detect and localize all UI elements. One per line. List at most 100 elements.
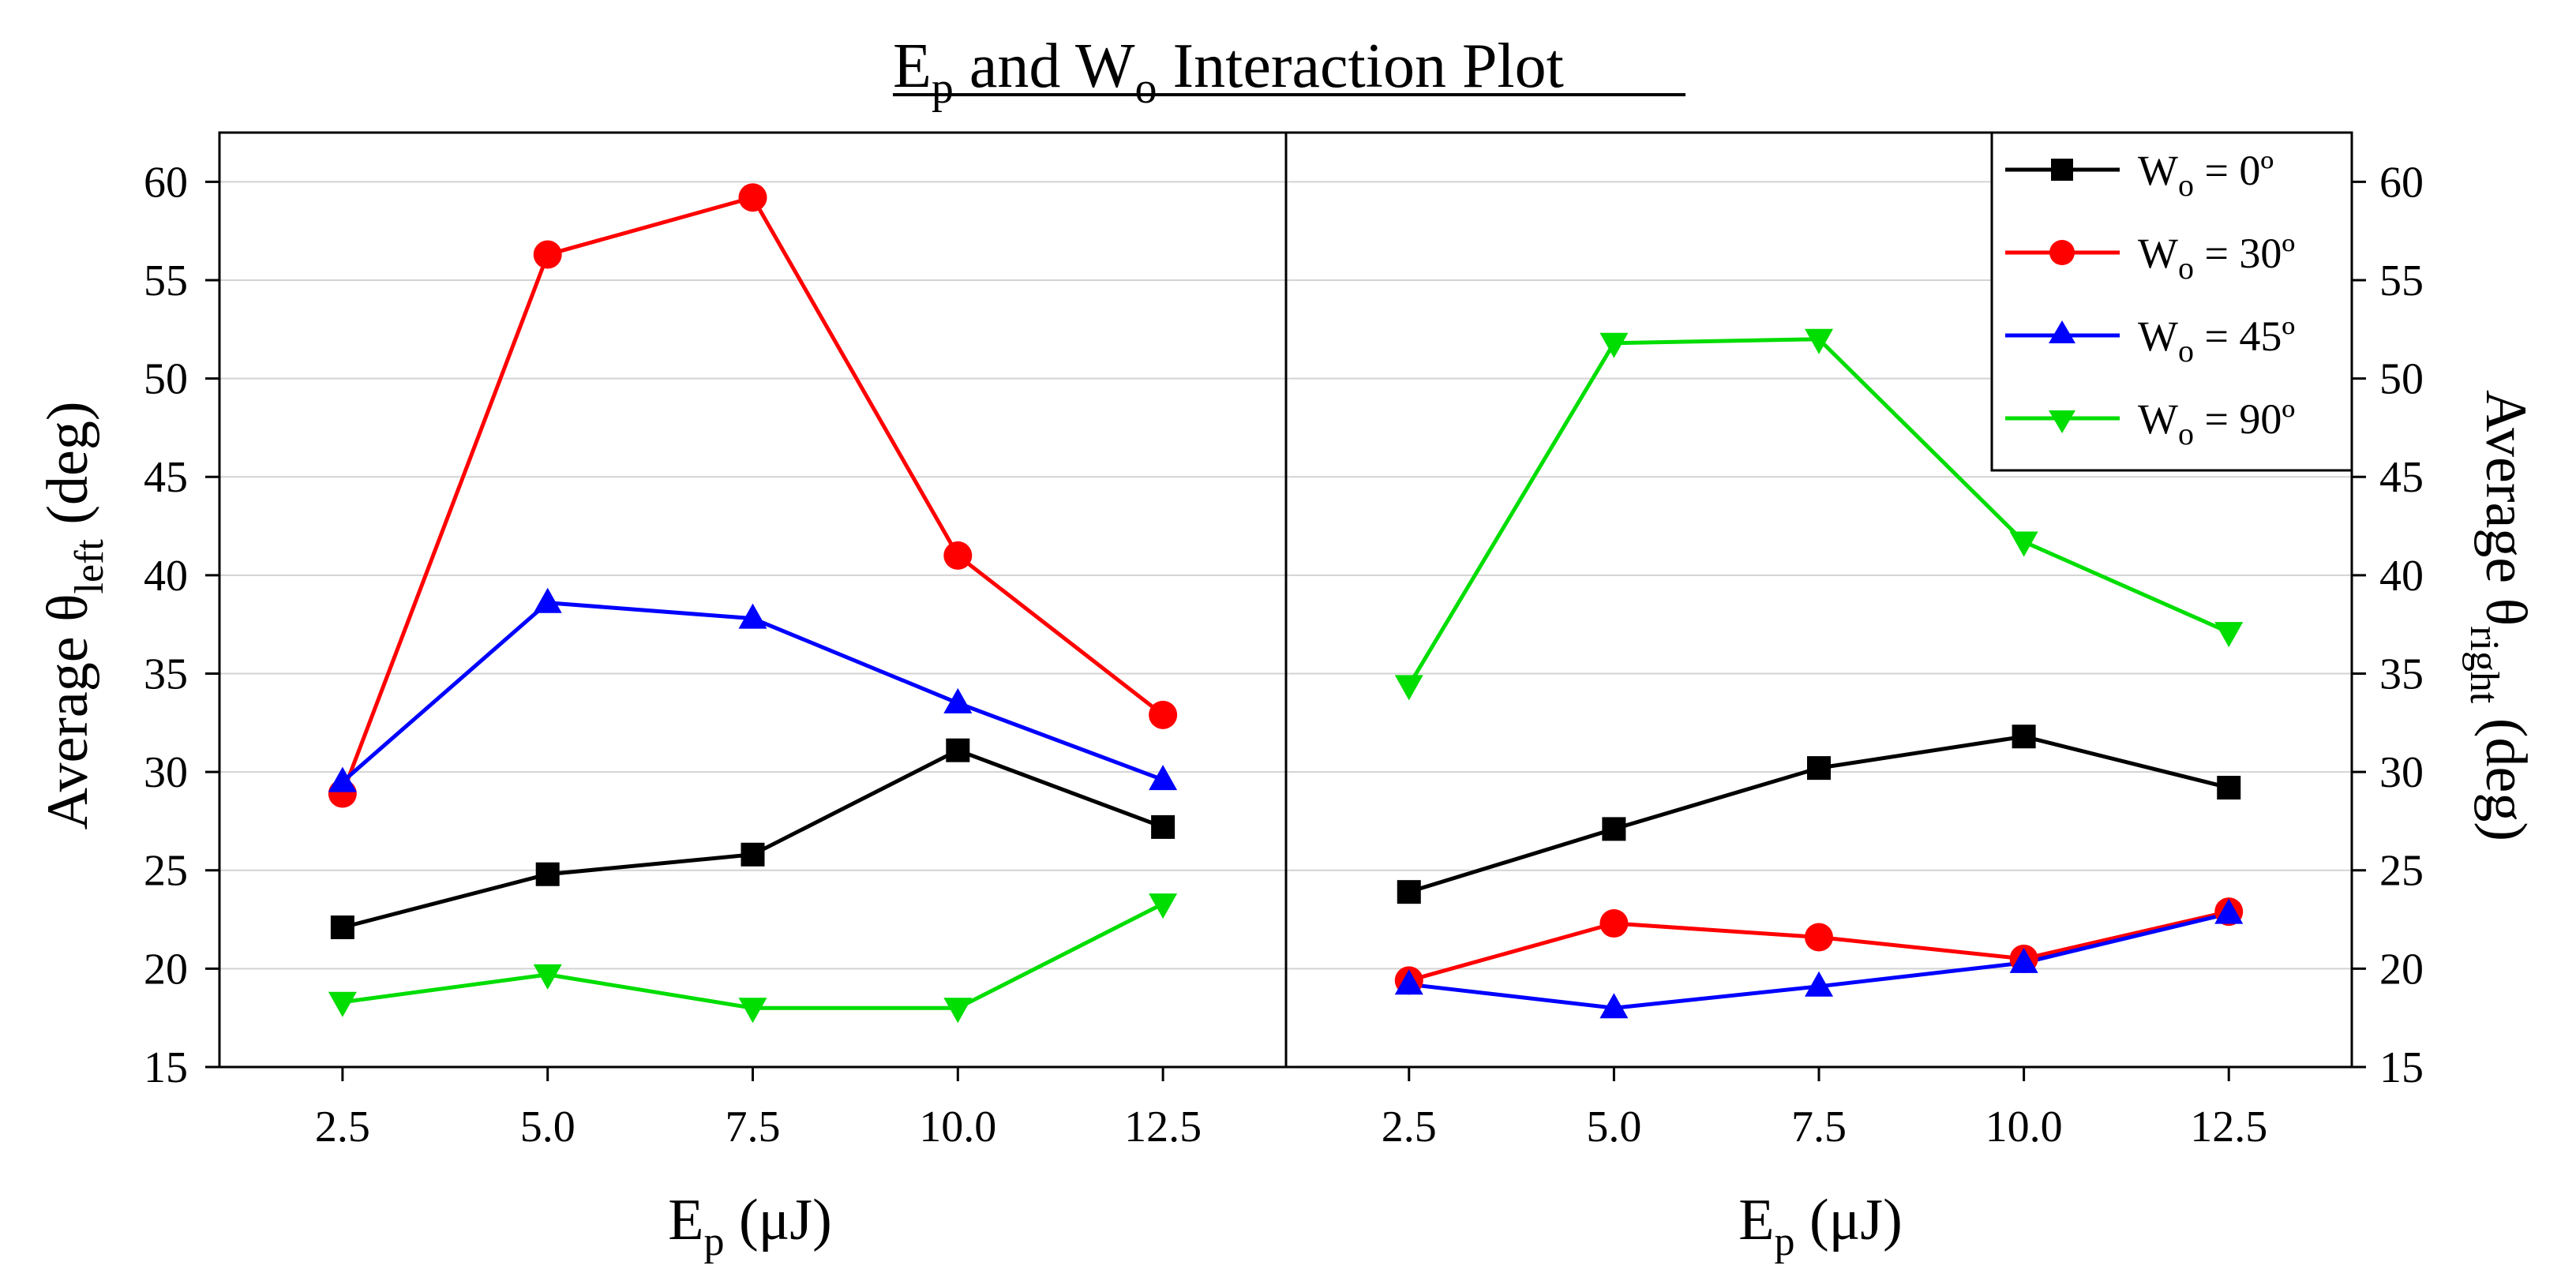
legend-label-3: Wo = 90º — [2138, 395, 2295, 451]
xtick-label-right-0: 2.5 — [1382, 1103, 1437, 1151]
series-2-point-left-4 — [1149, 765, 1178, 791]
xlabel-right: Ep (μJ) — [1738, 1188, 1902, 1264]
series-3-point-right-2 — [1805, 328, 1833, 354]
xtick-label-right-3: 10.0 — [1985, 1103, 2063, 1151]
series-3-point-right-0 — [1394, 675, 1423, 701]
series-0-point-left-1 — [535, 862, 560, 886]
series-1-point-right-2 — [1805, 923, 1833, 952]
series-2-point-left-0 — [328, 766, 357, 792]
legend-label-0: Wo = 0º — [2138, 147, 2274, 203]
legend-entry-0: Wo = 0º — [2005, 147, 2274, 203]
xtick-label-right-4: 12.5 — [2190, 1103, 2267, 1151]
series-2-point-right-1 — [1599, 993, 1629, 1019]
ytick-label-left-2: 25 — [144, 847, 188, 896]
ylabel-right-sub: right — [2462, 626, 2507, 704]
series-3-point-right-4 — [2214, 622, 2244, 648]
xlabel-left-sub: p — [703, 1219, 724, 1264]
ytick-label-right-0: 15 — [2379, 1043, 2424, 1092]
legend-label-1: Wo = 30º — [2138, 230, 2295, 286]
series-markers — [328, 183, 2244, 1024]
ytick-label-right-3: 30 — [2379, 748, 2424, 797]
xlabel-left-rest: (μJ) — [724, 1188, 831, 1252]
legend-rest-3: = 90º — [2194, 395, 2295, 443]
series-2-point-right-2 — [1805, 971, 1833, 997]
ylabel-left-main: Average θ — [36, 593, 100, 829]
ytick-label-left-8: 55 — [144, 256, 188, 305]
legend-marker-0 — [2051, 159, 2073, 181]
series-1-point-left-1 — [533, 240, 562, 269]
ylabel-left: Average θleft (deg) — [36, 401, 112, 829]
legend-rest-0: = 0º — [2194, 147, 2274, 194]
series-2-point-left-1 — [533, 587, 562, 613]
tick-marks — [205, 180, 2366, 1081]
ylabel-right: Average θright (deg) — [2462, 390, 2538, 841]
series-3-point-left-2 — [738, 998, 767, 1024]
legend-rest-1: = 30º — [2194, 230, 2295, 277]
xtick-label-left-0: 2.5 — [315, 1103, 370, 1151]
ytick-label-left-7: 50 — [144, 355, 188, 404]
series-3-point-right-3 — [2009, 531, 2038, 557]
series-1-point-left-4 — [1149, 700, 1178, 729]
series-0-point-right-4 — [2217, 776, 2241, 800]
title-sub-p: p — [932, 64, 954, 113]
series-2-point-right-4 — [2214, 898, 2244, 924]
ylabel-right-main: Average θ — [2473, 390, 2538, 626]
series-0-point-right-1 — [1602, 817, 1626, 841]
legend-label-2: Wo = 45º — [2138, 313, 2295, 369]
ytick-label-left-4: 35 — [144, 650, 188, 698]
xtick-label-left-3: 10.0 — [919, 1103, 996, 1151]
series-0-point-right-2 — [1807, 756, 1831, 781]
ytick-label-right-9: 60 — [2379, 158, 2424, 207]
xtick-label-left-4: 12.5 — [1124, 1103, 1202, 1151]
legend-prefix-1: W — [2138, 230, 2178, 277]
title-sub-o: o — [1134, 64, 1157, 113]
xtick-label-right-1: 5.0 — [1586, 1103, 1641, 1151]
ylabel-left-sub: left — [67, 539, 112, 594]
series-1-point-right-1 — [1599, 909, 1629, 938]
series-3-point-left-4 — [1149, 893, 1178, 919]
legend-entry-2: Wo = 45º — [2005, 313, 2295, 369]
series-2-point-left-2 — [738, 603, 767, 629]
ytick-label-left-6: 45 — [144, 453, 188, 502]
series-0-point-right-0 — [1397, 880, 1421, 904]
ylabel-right-rest: (deg) — [2473, 703, 2538, 841]
xlabel-left: Ep (μJ) — [668, 1188, 831, 1264]
series-0-point-left-0 — [330, 915, 354, 940]
ylabel-left-rest: (deg) — [36, 401, 100, 539]
series-1-point-left-3 — [943, 541, 973, 570]
legend-sub-3: o — [2178, 416, 2194, 451]
legend-prefix-0: W — [2138, 147, 2178, 194]
xtick-label-right-2: 7.5 — [1791, 1103, 1847, 1151]
series-1-point-left-2 — [738, 183, 767, 212]
series-3-point-left-0 — [328, 991, 357, 1017]
ytick-label-right-5: 40 — [2379, 552, 2424, 601]
series-3-point-left-1 — [533, 964, 562, 990]
series-3-point-left-3 — [943, 998, 973, 1024]
legend-sub-1: o — [2178, 250, 2194, 286]
ytick-label-left-3: 30 — [144, 748, 188, 797]
ytick-label-right-1: 20 — [2379, 945, 2424, 994]
ytick-label-left-1: 20 — [144, 945, 188, 994]
ytick-label-left-0: 15 — [144, 1043, 188, 1092]
legend-prefix-2: W — [2138, 313, 2178, 360]
legend-prefix-3: W — [2138, 395, 2178, 443]
series-0-point-right-3 — [2012, 724, 2036, 749]
ytick-label-left-9: 60 — [144, 158, 188, 207]
legend-entry-1: Wo = 30º — [2005, 230, 2295, 286]
ytick-label-left-5: 40 — [144, 552, 188, 601]
xlabel-right-sub: p — [1774, 1219, 1794, 1264]
ytick-label-right-2: 25 — [2379, 847, 2424, 896]
plot-frame — [218, 131, 2353, 1069]
ytick-label-right-8: 55 — [2379, 256, 2424, 305]
xtick-label-left-1: 5.0 — [520, 1103, 576, 1151]
title-mid: and W — [954, 32, 1135, 101]
xtick-label-left-2: 7.5 — [726, 1103, 781, 1151]
ytick-label-right-4: 35 — [2379, 650, 2424, 698]
legend-marker-1 — [2049, 240, 2075, 265]
series-2-point-right-0 — [1394, 969, 1423, 995]
series-0-point-left-4 — [1151, 814, 1176, 839]
legend-marker-3 — [2049, 410, 2075, 433]
title-e: E — [893, 32, 932, 101]
xlabel-left-main: E — [668, 1188, 703, 1252]
